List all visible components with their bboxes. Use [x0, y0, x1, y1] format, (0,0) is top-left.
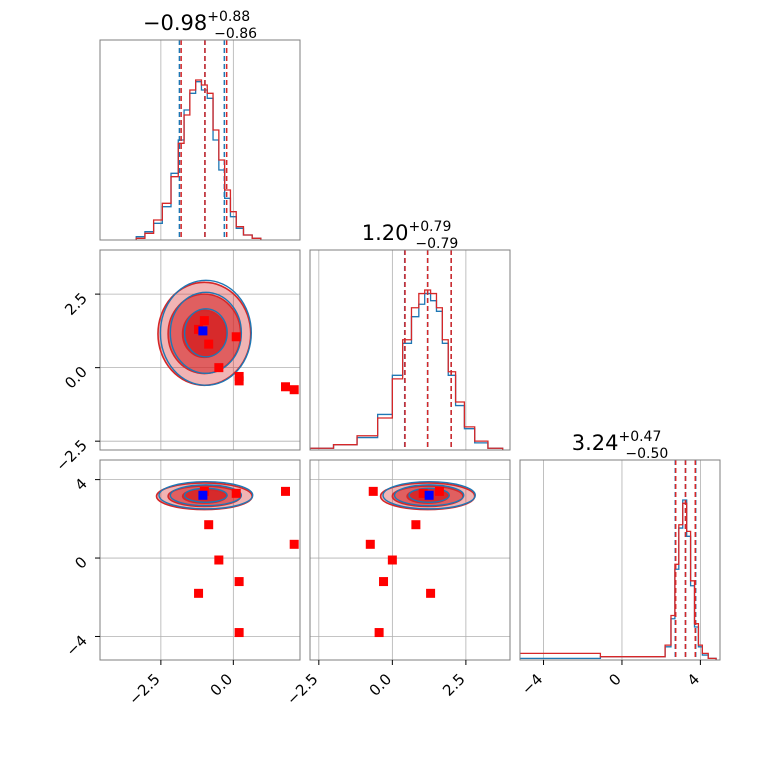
histogram-red [310, 289, 504, 450]
panel-frame [99, 39, 301, 241]
title-2-minus: −0.50 [625, 446, 668, 462]
marker-red [374, 628, 384, 638]
marker-red [387, 555, 397, 565]
title-0-minus: −0.86 [214, 26, 257, 42]
marker-red [214, 555, 224, 565]
marker-red [234, 577, 244, 587]
panel-frame [99, 249, 301, 451]
panel-1-0: −2.5 0.0 2.5 [52, 249, 301, 475]
panel-content [100, 460, 300, 660]
panel-0-0 [99, 39, 301, 241]
panel-content [100, 250, 300, 450]
marker-red [194, 588, 204, 598]
marker-blue [198, 326, 208, 336]
panel-frame [309, 249, 511, 451]
panel-2-2: −4 0 4 [518, 459, 721, 698]
title-2-plus: +0.47 [618, 429, 661, 445]
y-tick-label: −2.5 [52, 436, 90, 474]
marker-red [365, 539, 375, 549]
panel-1-1 [309, 249, 511, 451]
contour-line-blue [158, 480, 254, 510]
x-tick-label: 4 [684, 670, 703, 689]
marker-red [426, 588, 436, 598]
marker-red [368, 486, 378, 496]
panel-frame [99, 459, 301, 661]
histogram-blue [135, 81, 262, 240]
y-tick-label: 4 [71, 475, 90, 494]
marker-red [204, 520, 214, 530]
contour-line-blue [408, 487, 451, 503]
marker-red [234, 376, 244, 386]
x-tick-label: −2.5 [125, 670, 163, 708]
panel-frame [309, 459, 511, 661]
y-tick-label: −4 [62, 632, 90, 660]
marker-red [231, 488, 241, 498]
panel-2-1: −2.5 0.0 2.5 [283, 459, 511, 709]
marker-red [281, 382, 291, 392]
title-0-plus: +0.88 [207, 9, 250, 25]
marker-red [214, 363, 224, 373]
panel-content [135, 40, 262, 240]
title-1-plus: +0.79 [408, 219, 451, 235]
contour-line-blue [183, 308, 228, 358]
title-1-minus: −0.79 [415, 236, 458, 252]
marker-red [231, 332, 241, 342]
title-param-0: −0.98+0.88 −0.86 [143, 9, 257, 42]
histogram-red [520, 502, 717, 660]
contour-line-blue [169, 484, 243, 507]
title-param-2: 3.24+0.47 −0.50 [572, 429, 669, 462]
marker-red [418, 488, 428, 498]
x-tick-label: 0.0 [366, 670, 396, 700]
x-tick-label: −4 [518, 670, 546, 698]
panel-content [310, 460, 510, 660]
panel-frame [519, 459, 721, 661]
panel-content [310, 250, 504, 450]
x-tick-label: −2.5 [283, 670, 321, 708]
panel-2-0: −2.5 0.0 −4 0 4 [62, 459, 301, 709]
marker-red [289, 385, 299, 395]
contour-line-blue [169, 291, 243, 375]
marker-red [234, 628, 244, 638]
panel-content [520, 460, 717, 660]
histogram-blue [520, 499, 717, 660]
contour-line-blue [159, 279, 252, 387]
panels-layer: −2.50.02.5−2.5 0.0−404−2.5 0.0 2.5 −4 0 4 [52, 39, 721, 709]
y-tick-label: 0.0 [61, 363, 91, 393]
marker-red [411, 520, 421, 530]
x-tick-label: 2.5 [439, 670, 469, 700]
marker-blue [424, 490, 434, 500]
contour-line-blue [393, 484, 465, 507]
marker-red [434, 486, 444, 496]
marker-blue [198, 490, 208, 500]
x-tick-label: 0.0 [207, 670, 237, 700]
x-tick-label: 0 [605, 670, 624, 689]
histogram-red [135, 79, 262, 240]
marker-red [289, 539, 299, 549]
y-tick-label: 2.5 [61, 289, 91, 319]
marker-red [281, 486, 291, 496]
contour-line-blue [382, 480, 476, 510]
marker-red [379, 577, 389, 587]
marker-red [204, 339, 214, 349]
y-tick-label: 0 [71, 553, 90, 572]
title-param-1: 1.20+0.79 −0.79 [362, 219, 459, 252]
marker-red [199, 316, 209, 326]
